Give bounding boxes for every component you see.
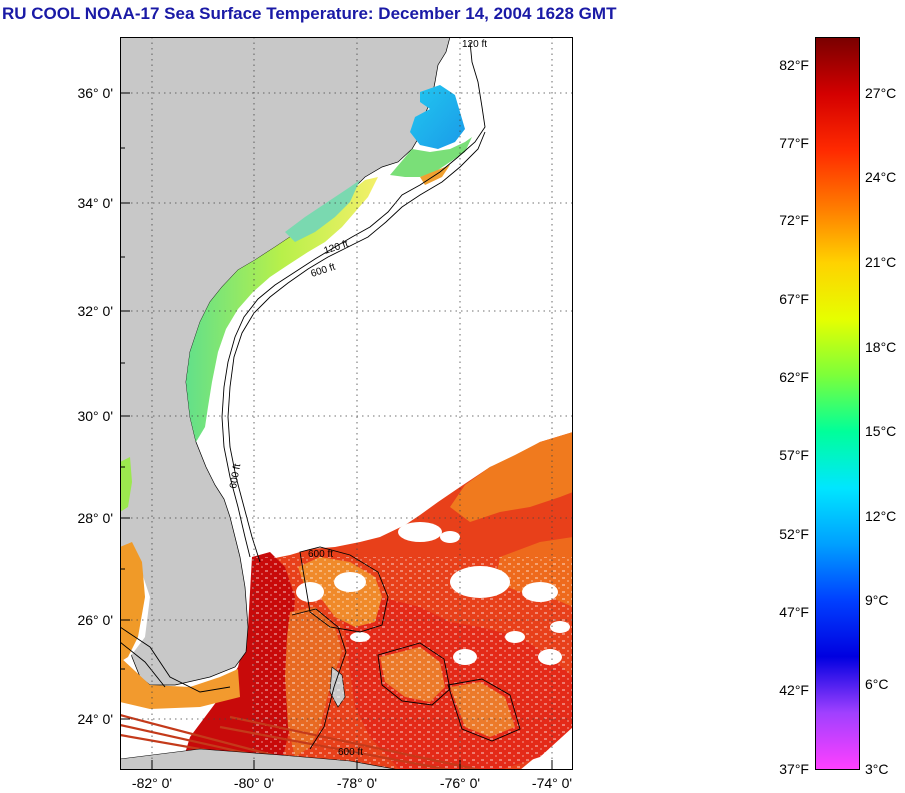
- contour-label-600ft-bahamas: 600 ft: [308, 549, 333, 560]
- lon-label-78: -78° 0': [336, 775, 378, 791]
- contour-label-120ft-north: 120 ft: [462, 39, 487, 50]
- lat-label-30: 30° 0': [77, 408, 113, 424]
- colorbar-c-6: 6°C: [865, 676, 889, 692]
- temperature-colorbar: [815, 37, 860, 770]
- colorbar-c-18: 18°C: [865, 339, 897, 355]
- lat-label-32: 32° 0': [77, 303, 113, 319]
- bathymetry-contours: [120, 41, 521, 750]
- shelf-water-south: [186, 177, 378, 442]
- map-frame: [120, 37, 573, 770]
- lon-label-76: -76° 0': [439, 775, 481, 791]
- lon-label-80: -80° 0': [233, 775, 275, 791]
- colorbar-f-62: 62°F: [779, 369, 809, 385]
- sst-map: 120 ft 120 ft 600 ft 600 ft 600 ft 600 f…: [120, 37, 573, 770]
- keys-orange: [120, 657, 240, 709]
- lat-label-36: 36° 0': [77, 85, 113, 101]
- gulf-green-patch: [120, 457, 132, 512]
- colorbar-f-82: 82°F: [779, 57, 809, 73]
- colorbar-c-27: 27°C: [865, 85, 897, 101]
- colorbar-f-52: 52°F: [779, 526, 809, 542]
- colorbar-c-21: 21°C: [865, 254, 897, 270]
- colorbar-f-47: 47°F: [779, 604, 809, 620]
- cuba-land: [120, 748, 401, 770]
- colorbar-c-15: 15°C: [865, 423, 897, 439]
- gulf-warm-patch: [120, 542, 145, 662]
- lon-label-82: -82° 0': [131, 775, 173, 791]
- lat-label-28: 28° 0': [77, 510, 113, 526]
- shelf-water-ga: [285, 180, 360, 242]
- colorbar-f-37: 37°F: [779, 761, 809, 777]
- colorbar-c-3: 3°C: [865, 761, 889, 777]
- contour-label-600ft-bottom: 600 ft: [338, 747, 363, 758]
- sound-water-nc: [410, 85, 465, 149]
- colorbar-c-12: 12°C: [865, 508, 897, 524]
- lon-label-74: -74° 0': [531, 775, 573, 791]
- lat-label-24: 24° 0': [77, 711, 113, 727]
- colorbar-f-67: 67°F: [779, 291, 809, 307]
- shelf-water-nc: [390, 137, 472, 177]
- chart-title: RU COOL NOAA-17 Sea Surface Temperature:…: [2, 4, 617, 23]
- warm-water-orange-east: [450, 432, 573, 522]
- colorbar-f-72: 72°F: [779, 212, 809, 228]
- colorbar-f-77: 77°F: [779, 135, 809, 151]
- lat-label-26: 26° 0': [77, 612, 113, 628]
- graticule: [120, 37, 573, 770]
- colorbar-f-57: 57°F: [779, 447, 809, 463]
- sst-map-svg: 120 ft 120 ft 600 ft 600 ft 600 ft 600 f…: [120, 37, 573, 770]
- colorbar-c-24: 24°C: [865, 169, 897, 185]
- lat-label-34: 34° 0': [77, 195, 113, 211]
- colorbar-f-42: 42°F: [779, 682, 809, 698]
- contour-label-600ft-south: 600 ft: [228, 463, 243, 490]
- colorbar-c-9: 9°C: [865, 592, 889, 608]
